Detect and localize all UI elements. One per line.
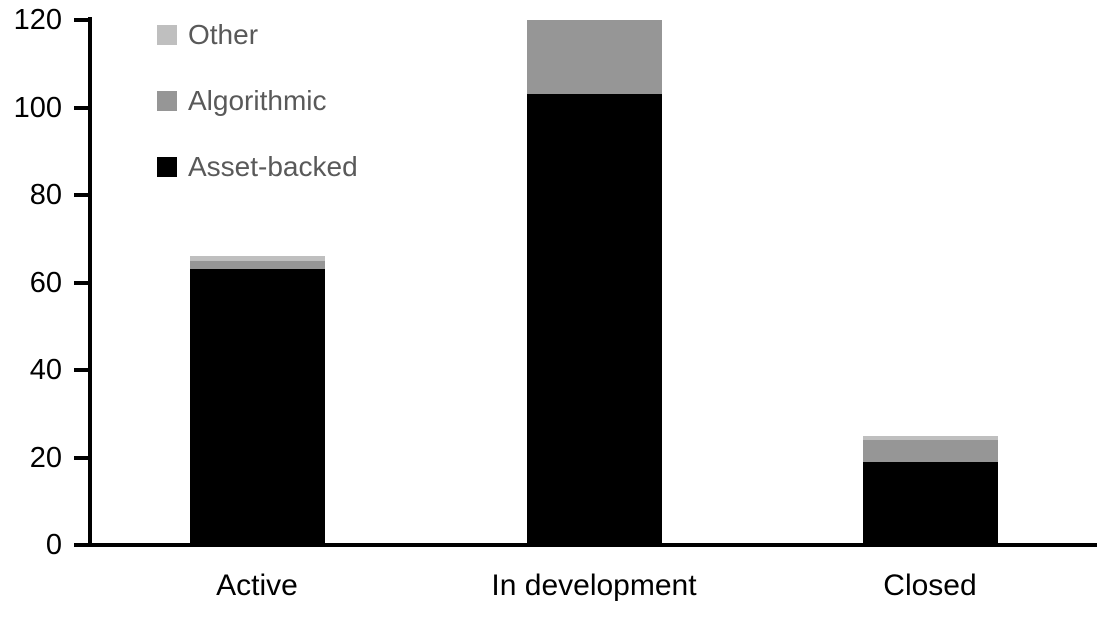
y-tick-label: 0: [45, 529, 62, 561]
y-tick-mark: [74, 543, 88, 547]
y-tick-mark: [74, 18, 88, 22]
x-axis-label-closed: Closed: [883, 569, 977, 602]
legend-item-asset-backed: Asset-backed: [157, 151, 358, 182]
y-tick-mark: [74, 105, 88, 110]
y-tick-mark: [74, 193, 88, 197]
y-tick-mark: [74, 280, 88, 285]
bar-segment-asset-backed-closed: [862, 461, 998, 545]
bar-segment-algorithmic-active: [189, 260, 325, 270]
legend-label-algorithmic: Algorithmic: [188, 85, 327, 116]
y-tick-label: 100: [13, 91, 62, 124]
legend-item-algorithmic: Algorithmic: [157, 85, 358, 116]
bar-segment-algorithmic-closed: [862, 440, 998, 462]
y-tick-label: 80: [29, 179, 62, 211]
y-tick-label: 120: [13, 4, 62, 36]
x-axis: [88, 543, 1097, 547]
bar-segment-asset-backed-in-development: [526, 94, 662, 545]
legend-label-other: Other: [188, 19, 259, 50]
legend-swatch-asset-backed: [157, 157, 177, 177]
y-tick-label: 60: [29, 266, 62, 299]
legend-item-other: Other: [157, 19, 358, 50]
x-axis-label-in-development: In development: [491, 569, 697, 602]
bar-segment-other-closed: [862, 435, 998, 440]
y-axis: [88, 17, 92, 547]
legend: Other Algorithmic Asset-backed: [157, 19, 358, 218]
y-tick-mark: [74, 368, 88, 372]
bar-segment-algorithmic-in-development: [526, 20, 662, 95]
y-tick-label: 20: [29, 441, 62, 474]
x-axis-label-active: Active: [216, 569, 298, 602]
bar-segment-asset-backed-active: [189, 269, 325, 545]
legend-swatch-other: [157, 25, 177, 45]
legend-swatch-algorithmic: [157, 91, 177, 111]
bar-segment-other-active: [189, 256, 325, 261]
legend-label-asset-backed: Asset-backed: [188, 151, 358, 182]
y-tick-label: 40: [29, 354, 62, 386]
y-tick-mark: [74, 455, 88, 460]
